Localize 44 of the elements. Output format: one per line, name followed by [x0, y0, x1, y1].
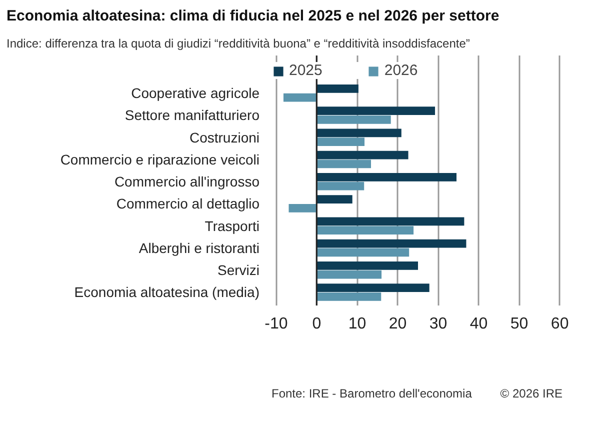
- bar: [316, 128, 402, 138]
- x-tick-label: 20: [388, 316, 407, 332]
- bar: [316, 195, 352, 204]
- bar: [316, 284, 430, 292]
- bar: [283, 93, 317, 102]
- bar: [316, 84, 358, 93]
- bar: [316, 239, 466, 248]
- bar: [316, 160, 371, 168]
- y-tick-label: Settore manifatturiero: [124, 107, 260, 124]
- y-tick-label: Servizi: [217, 262, 260, 278]
- bar: [316, 261, 418, 270]
- chart-subtitle: Indice: differenza tra la quota di giudizi “redditività buona” e “redditività insoddisfacente”: [6, 36, 470, 50]
- bar: [316, 150, 408, 160]
- x-tick-label: 40: [470, 316, 488, 332]
- bar: [316, 292, 382, 301]
- legend-label: 2026: [384, 62, 418, 79]
- x-tick-label: 10: [348, 316, 366, 332]
- chart-title: Economia altoatesina: clima di fiducia nel 2025 e nel 2026 per settore: [6, 8, 500, 24]
- y-tick-label: Economia altoatesina (media): [74, 284, 260, 300]
- bar: [316, 217, 464, 226]
- x-tick-label: 50: [510, 316, 528, 332]
- bar: [316, 270, 382, 279]
- source-note: Fonte: IRE - Barometro dell'economia: [271, 386, 472, 400]
- bar: [316, 115, 391, 124]
- text: © 2026 IRE: [500, 386, 563, 400]
- y-tick-label: Commercio all'ingrosso: [114, 174, 260, 190]
- bar: [316, 138, 365, 146]
- legend-label: 2025: [289, 62, 322, 79]
- x-tick-label: 60: [550, 316, 569, 332]
- x-tick-label: 30: [429, 316, 448, 332]
- bar: [316, 172, 456, 182]
- y-tick-label: Alberghi e ristoranti: [138, 240, 260, 256]
- x-tick-label: 0: [312, 316, 322, 332]
- y-tick-label: Cooperative agricole: [131, 85, 260, 102]
- bar: [316, 248, 410, 257]
- y-tick-label: Trasporti: [204, 218, 260, 234]
- bar: [288, 204, 317, 212]
- y-tick-label: Commercio al dettaglio: [116, 196, 260, 212]
- bar: [316, 226, 414, 234]
- y-tick-label: Commercio e riparazione veicoli: [60, 151, 260, 168]
- x-tick-label: -10: [264, 316, 288, 332]
- bar: [316, 182, 364, 190]
- bar: [316, 106, 436, 116]
- y-tick-label: Costruzioni: [189, 129, 260, 146]
